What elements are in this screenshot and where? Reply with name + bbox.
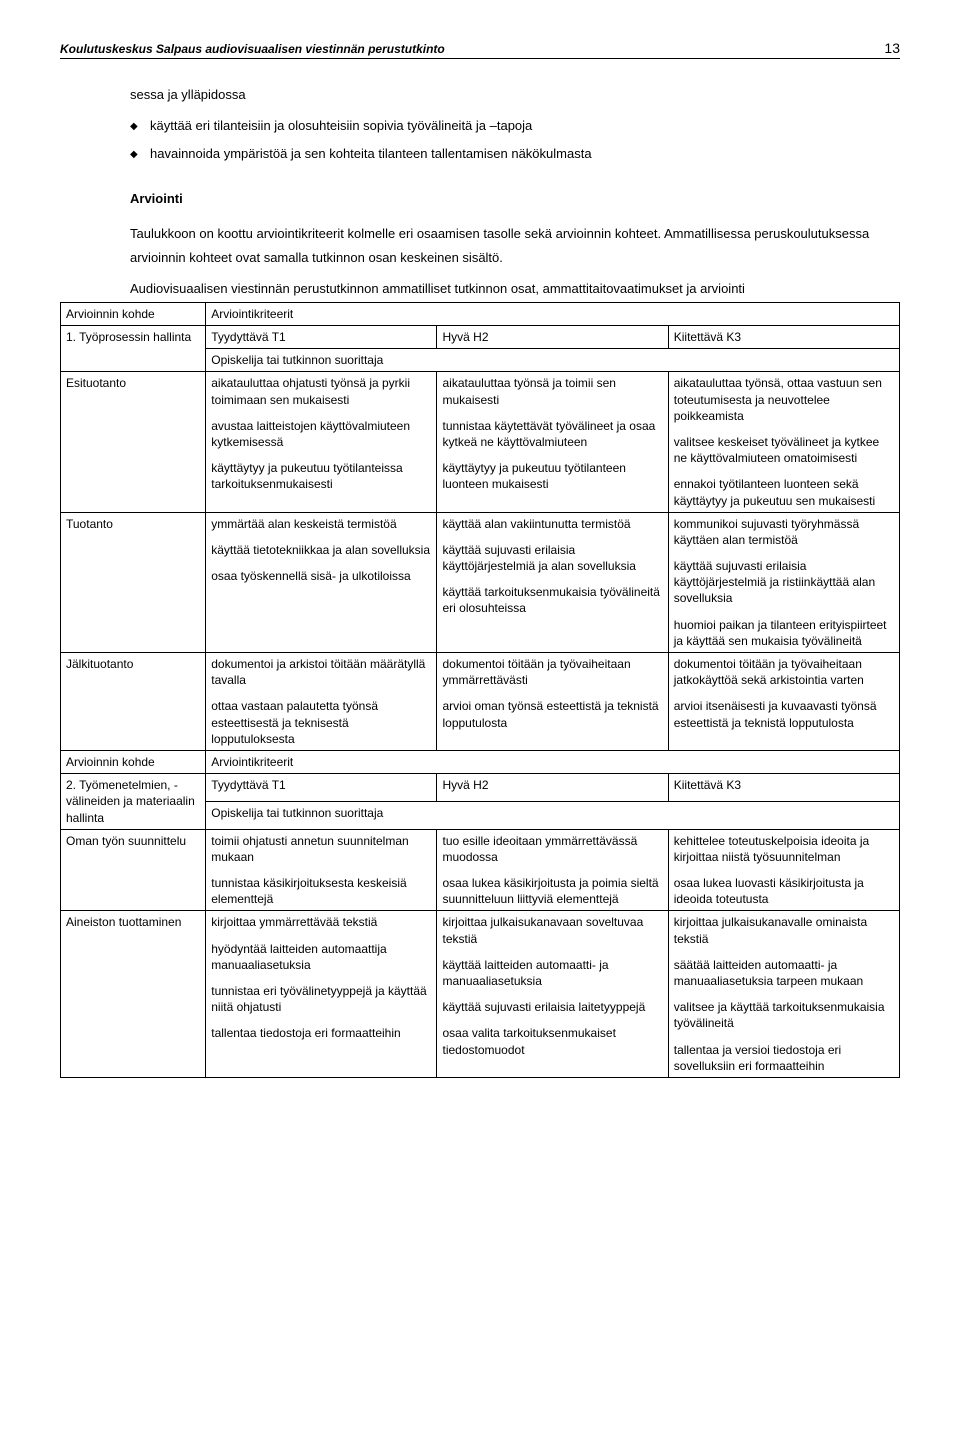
cell: 1. Työprosessin hallinta	[61, 326, 206, 372]
cell: toimii ohjatusti annetun suunnitelman mu…	[206, 829, 437, 911]
arviointi-heading: Arviointi	[130, 187, 880, 212]
criteria-text: avustaa laitteistojen käyttövalmiuteen k…	[211, 418, 431, 450]
bullet-item: käyttää eri tilanteisiin ja olosuhteisii…	[130, 114, 880, 139]
criteria-text: hyödyntää laitteiden automaattija manuaa…	[211, 941, 431, 973]
cell: ymmärtää alan keskeistä termistöä käyttä…	[206, 512, 437, 652]
cell: Kiitettävä K3	[668, 326, 899, 349]
criteria-text: ottaa vastaan palautetta työnsä esteetti…	[211, 698, 431, 747]
criteria-text: tunnistaa käytettävät työvälineet ja osa…	[442, 418, 662, 450]
cell: Arvioinnin kohde	[61, 302, 206, 325]
criteria-text: toimii ohjatusti annetun suunnitelman mu…	[211, 833, 431, 865]
criteria-text: kirjoittaa ymmärrettävää tekstiä	[211, 914, 431, 930]
cell: dokumentoi töitään ja työvaiheitaan ymmä…	[437, 653, 668, 751]
table-row: 1. Työprosessin hallinta Tyydyttävä T1 H…	[61, 326, 900, 349]
criteria-text: käyttää laitteiden automaatti- ja manuaa…	[442, 957, 662, 989]
cell: Arviointikriteerit	[206, 750, 900, 773]
criteria-text: ymmärtää alan keskeistä termistöä	[211, 516, 431, 532]
criteria-text: dokumentoi töitään ja työvaiheitaan ymmä…	[442, 656, 662, 688]
cell: kirjoittaa julkaisukanavalle ominaista t…	[668, 911, 899, 1078]
cell: 2. Työmenetelmien, -välineiden ja materi…	[61, 774, 206, 830]
criteria-text: käyttää sujuvasti erilaisia laitetyyppej…	[442, 999, 662, 1015]
criteria-text: tunnistaa eri työvälinetyyppejä ja käytt…	[211, 983, 431, 1015]
page-number: 13	[884, 40, 900, 56]
criteria-text: valitsee keskeiset työvälineet ja kytkee…	[674, 434, 894, 466]
page-header: Koulutuskeskus Salpaus audiovisuaalisen …	[60, 40, 900, 59]
cell: aikatauluttaa työnsä, ottaa vastuun sen …	[668, 372, 899, 512]
criteria-text: käyttäytyy ja pukeutuu työtilanteissa ta…	[211, 460, 431, 492]
criteria-text: aikatauluttaa työnsä ja toimii sen mukai…	[442, 375, 662, 407]
cell: Jälkituotanto	[61, 653, 206, 751]
criteria-text: ennakoi työtilanteen luonteen sekä käytt…	[674, 476, 894, 508]
criteria-text: kirjoittaa julkaisukanavaan soveltuvaa t…	[442, 914, 662, 946]
cell: dokumentoi ja arkistoi töitään määrätyll…	[206, 653, 437, 751]
cell: aikatauluttaa työnsä ja toimii sen mukai…	[437, 372, 668, 512]
criteria-text: säätää laitteiden automaatti- ja manuaal…	[674, 957, 894, 989]
cell: Esituotanto	[61, 372, 206, 512]
criteria-text: dokumentoi ja arkistoi töitään määrätyll…	[211, 656, 431, 688]
table-row: Oman työn suunnittelu toimii ohjatusti a…	[61, 829, 900, 911]
criteria-table: Arvioinnin kohde Arviointikriteerit 1. T…	[60, 302, 900, 1078]
table-row: Jälkituotanto dokumentoi ja arkistoi töi…	[61, 653, 900, 751]
criteria-text: osaa lukea luovasti käsikirjoitusta ja i…	[674, 875, 894, 907]
criteria-text: osaa työskennellä sisä- ja ulkotiloissa	[211, 568, 431, 584]
criteria-text: käyttää alan vakiintunutta termistöä	[442, 516, 662, 532]
cell: Tyydyttävä T1	[206, 326, 437, 349]
criteria-text: osaa lukea käsikirjoitusta ja poimia sie…	[442, 875, 662, 907]
cell: Kiitettävä K3	[668, 774, 899, 802]
arviointi-paragraph-1: Taulukkoon on koottu arviointikriteerit …	[130, 222, 880, 271]
cell: dokumentoi töitään ja työvaiheitaan jatk…	[668, 653, 899, 751]
cell: Hyvä H2	[437, 774, 668, 802]
criteria-text: dokumentoi töitään ja työvaiheitaan jatk…	[674, 656, 894, 688]
cell: käyttää alan vakiintunutta termistöä käy…	[437, 512, 668, 652]
criteria-text: arvioi itsenäisesti ja kuvaavasti työnsä…	[674, 698, 894, 730]
criteria-text: tallentaa ja versioi tiedostoja eri sove…	[674, 1042, 894, 1074]
criteria-text: käyttää tarkoituksenmukaisia työvälineit…	[442, 584, 662, 616]
criteria-text: valitsee ja käyttää tarkoituksenmukaisia…	[674, 999, 894, 1031]
criteria-text: arvioi oman työnsä esteettistä ja teknis…	[442, 698, 662, 730]
cell: Tuotanto	[61, 512, 206, 652]
arviointi-paragraph-2: Audiovisuaalisen viestinnän perustutkinn…	[130, 277, 880, 302]
table-row: Arvioinnin kohde Arviointikriteerit	[61, 750, 900, 773]
criteria-text: kommunikoi sujuvasti työryhmässä käyttäe…	[674, 516, 894, 548]
bullet-item: havainnoida ympäristöä ja sen kohteita t…	[130, 142, 880, 167]
table-row: Arvioinnin kohde Arviointikriteerit	[61, 302, 900, 325]
cell: Opiskelija tai tutkinnon suorittaja	[206, 349, 900, 372]
criteria-text: kirjoittaa julkaisukanavalle ominaista t…	[674, 914, 894, 946]
criteria-text: kehittelee toteutuskelpoisia ideoita ja …	[674, 833, 894, 865]
cell: kirjoittaa julkaisukanavaan soveltuvaa t…	[437, 911, 668, 1078]
cell: Oman työn suunnittelu	[61, 829, 206, 911]
criteria-text: osaa valita tarkoituksenmukaiset tiedost…	[442, 1025, 662, 1057]
intro-bullets: käyttää eri tilanteisiin ja olosuhteisii…	[130, 114, 880, 167]
criteria-text: käyttää tietotekniikkaa ja alan sovelluk…	[211, 542, 431, 558]
criteria-text: huomioi paikan ja tilanteen erityispiirt…	[674, 617, 894, 649]
criteria-text: tunnistaa käsikirjoituksesta keskeisiä e…	[211, 875, 431, 907]
cell: aikatauluttaa ohjatusti työnsä ja pyrkii…	[206, 372, 437, 512]
criteria-text: käyttäytyy ja pukeutuu työtilanteen luon…	[442, 460, 662, 492]
criteria-text: käyttää sujuvasti erilaisia käyttöjärjes…	[442, 542, 662, 574]
cell: Aineiston tuottaminen	[61, 911, 206, 1078]
table-row: Esituotanto aikatauluttaa ohjatusti työn…	[61, 372, 900, 512]
cell: tuo esille ideoitaan ymmärrettävässä muo…	[437, 829, 668, 911]
criteria-text: aikatauluttaa ohjatusti työnsä ja pyrkii…	[211, 375, 431, 407]
cell: Opiskelija tai tutkinnon suorittaja	[206, 801, 900, 829]
cell: Tyydyttävä T1	[206, 774, 437, 802]
criteria-text: käyttää sujuvasti erilaisia käyttöjärjes…	[674, 558, 894, 607]
cell: Arvioinnin kohde	[61, 750, 206, 773]
criteria-text: aikatauluttaa työnsä, ottaa vastuun sen …	[674, 375, 894, 424]
table-row: Aineiston tuottaminen kirjoittaa ymmärre…	[61, 911, 900, 1078]
criteria-text: tuo esille ideoitaan ymmärrettävässä muo…	[442, 833, 662, 865]
cell: kommunikoi sujuvasti työryhmässä käyttäe…	[668, 512, 899, 652]
header-title: Koulutuskeskus Salpaus audiovisuaalisen …	[60, 42, 445, 56]
cell: kirjoittaa ymmärrettävää tekstiä hyödynt…	[206, 911, 437, 1078]
table-row: 2. Työmenetelmien, -välineiden ja materi…	[61, 774, 900, 802]
cell: Arviointikriteerit	[206, 302, 900, 325]
cell: Hyvä H2	[437, 326, 668, 349]
table-row: Tuotanto ymmärtää alan keskeistä termist…	[61, 512, 900, 652]
intro-lead: sessa ja ylläpidossa	[130, 83, 880, 108]
intro-section: sessa ja ylläpidossa käyttää eri tilante…	[130, 83, 880, 302]
cell: kehittelee toteutuskelpoisia ideoita ja …	[668, 829, 899, 911]
criteria-text: tallentaa tiedostoja eri formaatteihin	[211, 1025, 431, 1041]
